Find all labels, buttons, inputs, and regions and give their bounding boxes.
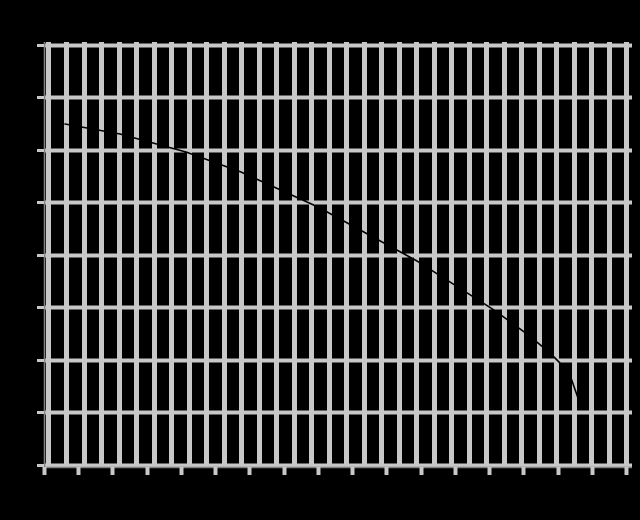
horizontal-gridlines (44, 43, 632, 468)
data-line-series-1[interactable] (64, 123, 579, 399)
data-series-group[interactable] (64, 123, 579, 399)
y-axis-ticks (37, 44, 44, 467)
plot-area (37, 42, 632, 475)
x-axis-ticks (42, 467, 629, 475)
axis-spines (43, 42, 632, 469)
